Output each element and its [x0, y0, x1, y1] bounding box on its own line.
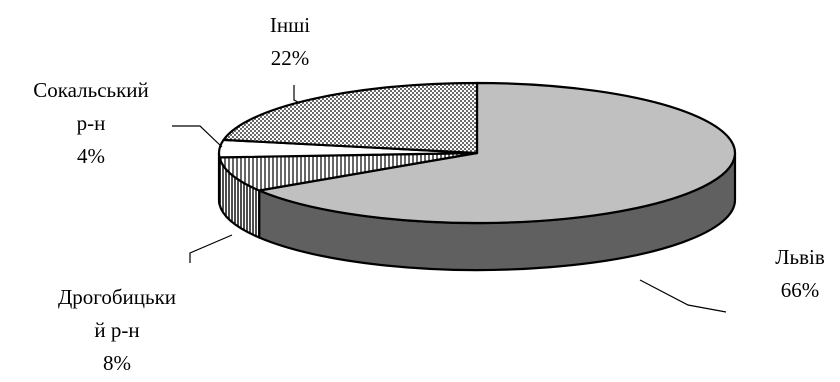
pie-slice-3: [222, 81, 479, 155]
leader-line: [639, 279, 727, 313]
leader-line: [293, 85, 301, 104]
slice-name-label: Інші: [270, 13, 310, 37]
slice-labels: Львів 66% Дрогобицьки й р-н 8% Сокальський р-н…: [33, 13, 825, 375]
leader-line: [172, 125, 223, 148]
slice-value-label: 66%: [781, 278, 820, 302]
slice-value-label: 8%: [103, 351, 131, 375]
pie-slice-1: [218, 151, 479, 192]
slice-value-label: 22%: [271, 46, 310, 70]
leader-lines: [172, 85, 727, 313]
pie-tops: [217, 81, 737, 225]
pie-slice-0: [258, 81, 737, 225]
slice-name-label: Львів: [775, 245, 825, 269]
slice-name-label: Дрогобицьки: [58, 285, 176, 309]
slice-name-label: Сокальський: [33, 78, 149, 102]
slice-name-label: й р-н: [94, 318, 139, 342]
slice-name-label: р-н: [77, 111, 106, 135]
slice-value-label: 4%: [77, 144, 105, 168]
leader-line: [189, 234, 233, 263]
